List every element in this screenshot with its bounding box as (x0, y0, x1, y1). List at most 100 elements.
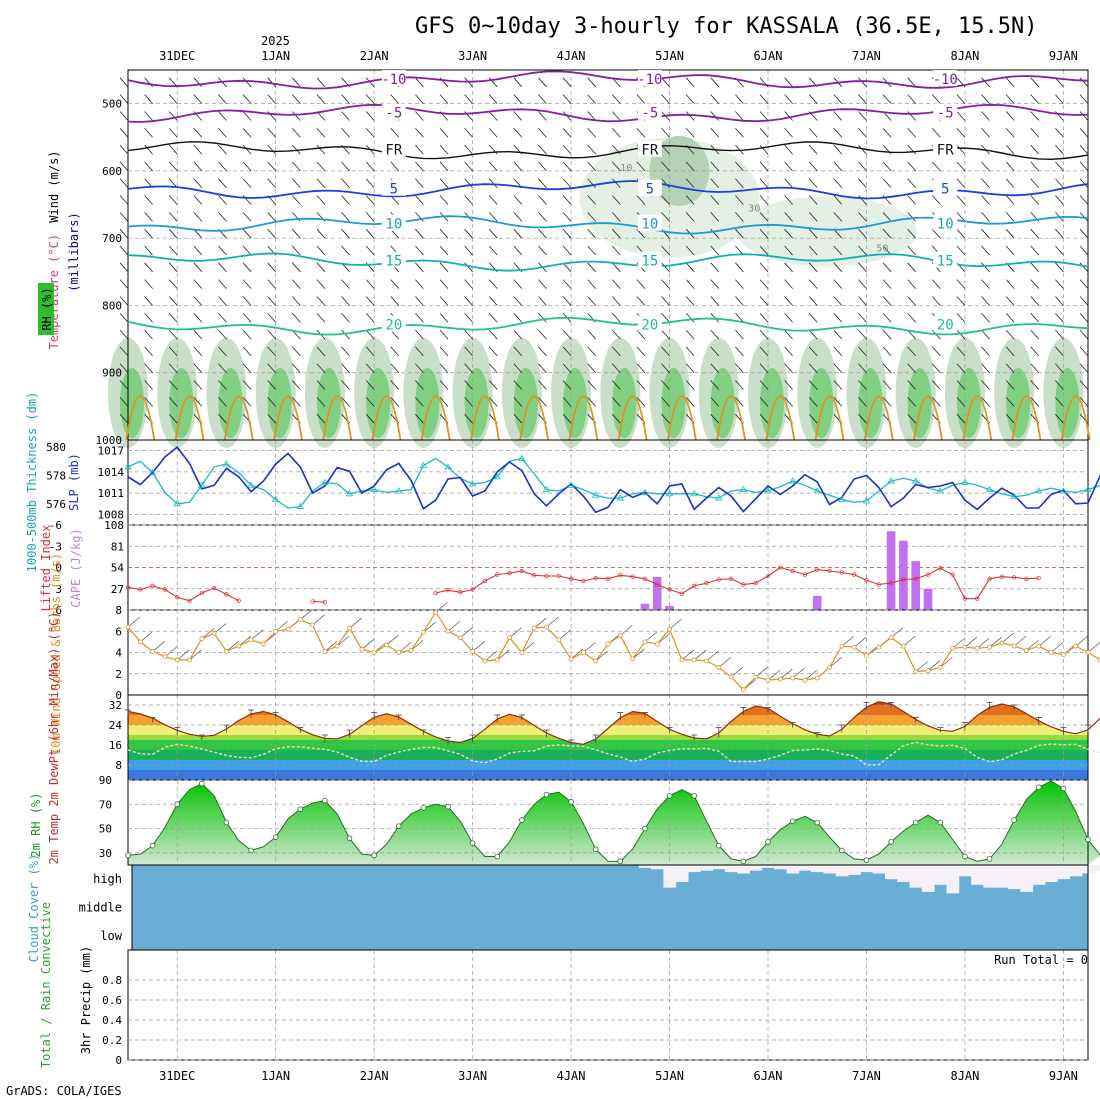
wind-barb (661, 195, 670, 205)
wind-barb (1079, 279, 1089, 289)
wind-barb (218, 245, 227, 256)
cloud-high-bar (774, 865, 787, 870)
cape-bar (899, 540, 908, 610)
rh-shade-mid-core (649, 135, 710, 206)
wind-barb (1030, 363, 1040, 373)
wind10m-marker (617, 633, 623, 638)
wind10m-marker (950, 645, 956, 651)
li-marker (532, 573, 537, 578)
wind-barb (292, 128, 301, 138)
rh2m-marker (297, 806, 304, 812)
wind-barb (341, 346, 350, 357)
wind-barb (439, 178, 449, 188)
wind-barb (661, 262, 670, 273)
isotherm-loop (519, 395, 550, 441)
wind10m-barb (140, 631, 153, 643)
wind-barb (562, 212, 572, 222)
wind10m-marker (753, 674, 759, 680)
wind10m-marker (740, 687, 746, 693)
isotherm-label-bg (933, 70, 958, 87)
isotherm-loop (962, 395, 993, 441)
wind-barb (784, 279, 793, 289)
wind10m-marker (125, 624, 131, 630)
cloud-high-bar (1094, 865, 1100, 871)
wind-barb (587, 296, 596, 306)
top-date-labels: 31DEC 1JAN 2JAN 3JAN 4JAN 5JAN 6JAN 7JAN 8JAN 9JA… (159, 49, 1078, 63)
wind10m-barb (792, 667, 805, 679)
wind-barb (710, 380, 720, 390)
wind-barb (858, 161, 867, 172)
wind-barb (735, 161, 744, 172)
wind10m-barb (977, 637, 990, 649)
wind-barb (341, 363, 350, 373)
wind10m-marker (679, 657, 685, 663)
isotherm-label: 5 (941, 182, 949, 198)
wind-barb (168, 212, 178, 222)
isotherm-loop (666, 395, 697, 441)
cloud-high-bar (688, 865, 701, 873)
isotherm-loop (863, 395, 894, 441)
wind-barb (439, 144, 449, 155)
wind10m-marker (654, 641, 660, 647)
wind-barb (710, 128, 720, 138)
wind10m-marker (691, 657, 697, 663)
wind-barb (612, 161, 621, 172)
wind-barb (316, 413, 326, 424)
li-marker (728, 576, 734, 581)
wind10m-marker (777, 676, 783, 682)
wind-barb (168, 111, 178, 121)
wind10m-marker (580, 650, 586, 655)
wind-barb (464, 363, 473, 373)
wind-barb (267, 279, 276, 289)
li-marker (815, 567, 820, 572)
wind10m-speed-line (127, 610, 1100, 691)
wind-barb (1030, 262, 1040, 273)
wind-barb (808, 329, 818, 340)
wind-barb (292, 346, 301, 357)
thick-frame (127, 439, 1089, 526)
wind10m-barb (1038, 635, 1051, 647)
wind-barb (193, 313, 203, 323)
wind-barb (242, 397, 252, 407)
wind-barb (1005, 94, 1015, 104)
thickness-marker (419, 461, 428, 468)
wind-barb (858, 245, 867, 256)
wind-barb (685, 212, 695, 222)
wind-barb (735, 212, 744, 222)
rh-shade-core (1006, 368, 1031, 438)
temp-ytick: 8 (115, 759, 122, 772)
wind10m-barb (620, 625, 633, 636)
wind-barb (1005, 111, 1015, 121)
wind-barb (612, 413, 621, 424)
wind10m-marker (150, 649, 156, 654)
cloud-high-bar (860, 865, 874, 873)
li-marker (839, 570, 844, 575)
wind-barb (710, 77, 720, 88)
li-marker (445, 588, 451, 593)
wind-barb (858, 212, 867, 222)
cloud-high-bar (724, 865, 738, 873)
wind-barb (808, 128, 818, 138)
wind-barb (562, 161, 572, 172)
isotherm-line (127, 70, 1089, 90)
wind-barb (956, 380, 966, 390)
wind-barb (439, 128, 449, 138)
wind-barb (636, 296, 646, 306)
wind-barb (759, 195, 769, 205)
wind-barb (119, 413, 129, 424)
wind-barb (735, 296, 744, 306)
isotherm-label: 20 (937, 318, 954, 334)
wind-barb (464, 94, 473, 104)
wind-barb (1079, 178, 1089, 188)
wind-barb (956, 413, 966, 424)
upper-ytick: 900 (102, 367, 122, 380)
wind-barb (513, 195, 523, 205)
rh2m-marker (322, 797, 328, 804)
date-label-bottom: 1JAN (261, 1069, 290, 1083)
wind-barb (168, 228, 178, 239)
cloud-high-bar (823, 865, 837, 874)
wind-barb (1079, 329, 1089, 340)
wind-barb (808, 380, 818, 390)
wind-barb (981, 228, 990, 239)
wind-barb (415, 296, 424, 306)
